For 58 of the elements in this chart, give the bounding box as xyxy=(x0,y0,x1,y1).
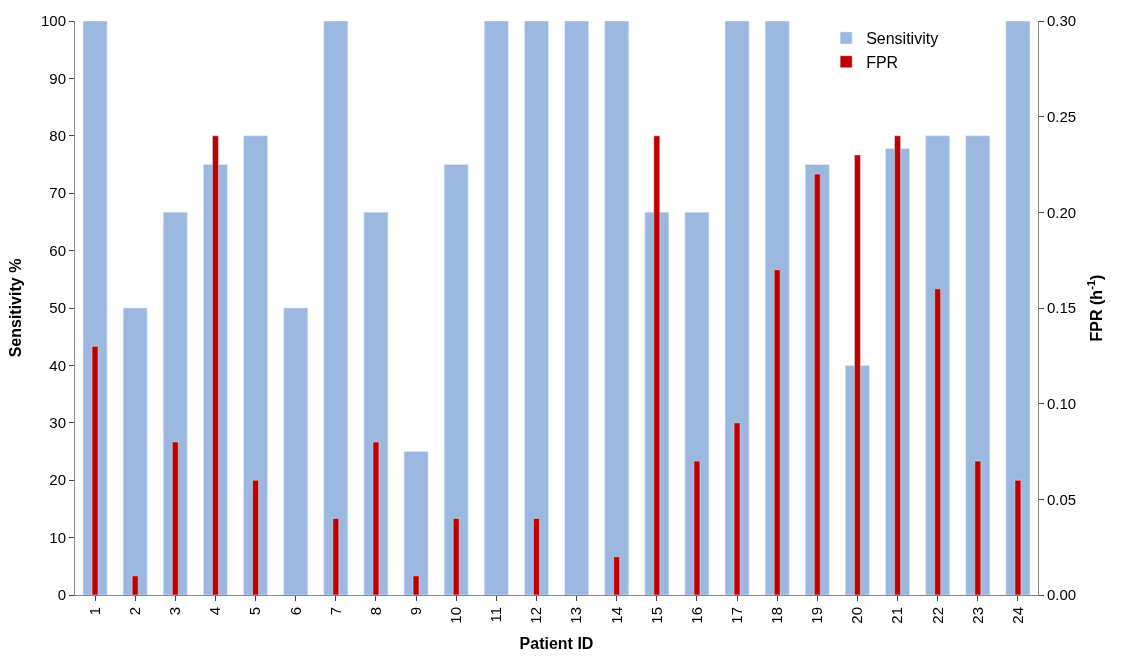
x-tick-label: 16 xyxy=(687,607,705,624)
x-tick-label: 3 xyxy=(166,607,184,616)
x-tick-label: 4 xyxy=(206,607,224,616)
x-tick-label: 12 xyxy=(527,607,545,624)
bar xyxy=(403,451,429,595)
bar xyxy=(965,135,991,595)
x-tick-label: 6 xyxy=(286,607,304,616)
y-tick-label: 0 xyxy=(57,586,66,604)
bar xyxy=(524,21,549,595)
bar xyxy=(564,21,589,595)
x-tick-label: 19 xyxy=(808,607,826,624)
x-tick-label: 18 xyxy=(768,607,786,624)
x-tick-label: 5 xyxy=(246,607,264,616)
y-tick-label: 90 xyxy=(49,69,66,87)
bar xyxy=(122,307,148,595)
x-tick-label: 21 xyxy=(888,607,906,624)
bar xyxy=(604,21,629,595)
y-tick-label: 30 xyxy=(49,414,66,432)
y-tick-label: 50 xyxy=(49,299,66,317)
bar xyxy=(283,307,308,595)
legend-label: FPR xyxy=(866,53,899,71)
x-tick-label: 24 xyxy=(1008,607,1026,624)
y-tick-label: 10 xyxy=(49,528,66,546)
y-tick-label: 80 xyxy=(49,127,66,145)
y2-tick-label: 0.30 xyxy=(1047,12,1077,30)
bar xyxy=(443,164,469,595)
x-tick-label: 15 xyxy=(647,607,665,624)
bar xyxy=(243,135,268,595)
bar xyxy=(1005,21,1031,595)
bar xyxy=(323,21,349,595)
bar xyxy=(484,21,509,595)
x-tick-label: 13 xyxy=(567,607,585,624)
x-tick-label: 7 xyxy=(326,607,344,616)
y-axis-title: Sensitivity % xyxy=(6,258,24,358)
y2-tick-label: 0.20 xyxy=(1047,203,1077,221)
y-tick-label: 40 xyxy=(49,356,66,374)
x-tick-label: 22 xyxy=(928,607,946,624)
y-tick-label: 20 xyxy=(49,471,66,489)
y2-tick-label: 0.00 xyxy=(1047,586,1077,604)
x-tick-label: 2 xyxy=(126,607,144,616)
x-tick-label: 20 xyxy=(848,607,866,624)
x-tick-label: 10 xyxy=(447,607,465,624)
x-tick-label: 8 xyxy=(366,607,384,616)
legend-label: Sensitivity xyxy=(866,30,939,48)
y2-tick-label: 0.05 xyxy=(1047,490,1077,508)
y-tick-label: 100 xyxy=(40,12,66,30)
x-tick-label: 1 xyxy=(85,607,103,616)
y2-tick-label: 0.15 xyxy=(1047,299,1077,317)
y2-tick-label: 0.10 xyxy=(1047,394,1077,412)
x-tick-label: 17 xyxy=(727,607,745,624)
x-tick-label: 14 xyxy=(607,607,625,624)
y-tick-label: 60 xyxy=(49,241,66,259)
x-axis-title: Patient ID xyxy=(519,635,594,653)
x-tick-label: 23 xyxy=(968,607,986,624)
x-tick-label: 9 xyxy=(406,607,424,616)
y2-tick-label: 0.25 xyxy=(1047,107,1077,125)
y-tick-label: 70 xyxy=(49,184,66,202)
x-tick-label: 11 xyxy=(487,607,505,623)
